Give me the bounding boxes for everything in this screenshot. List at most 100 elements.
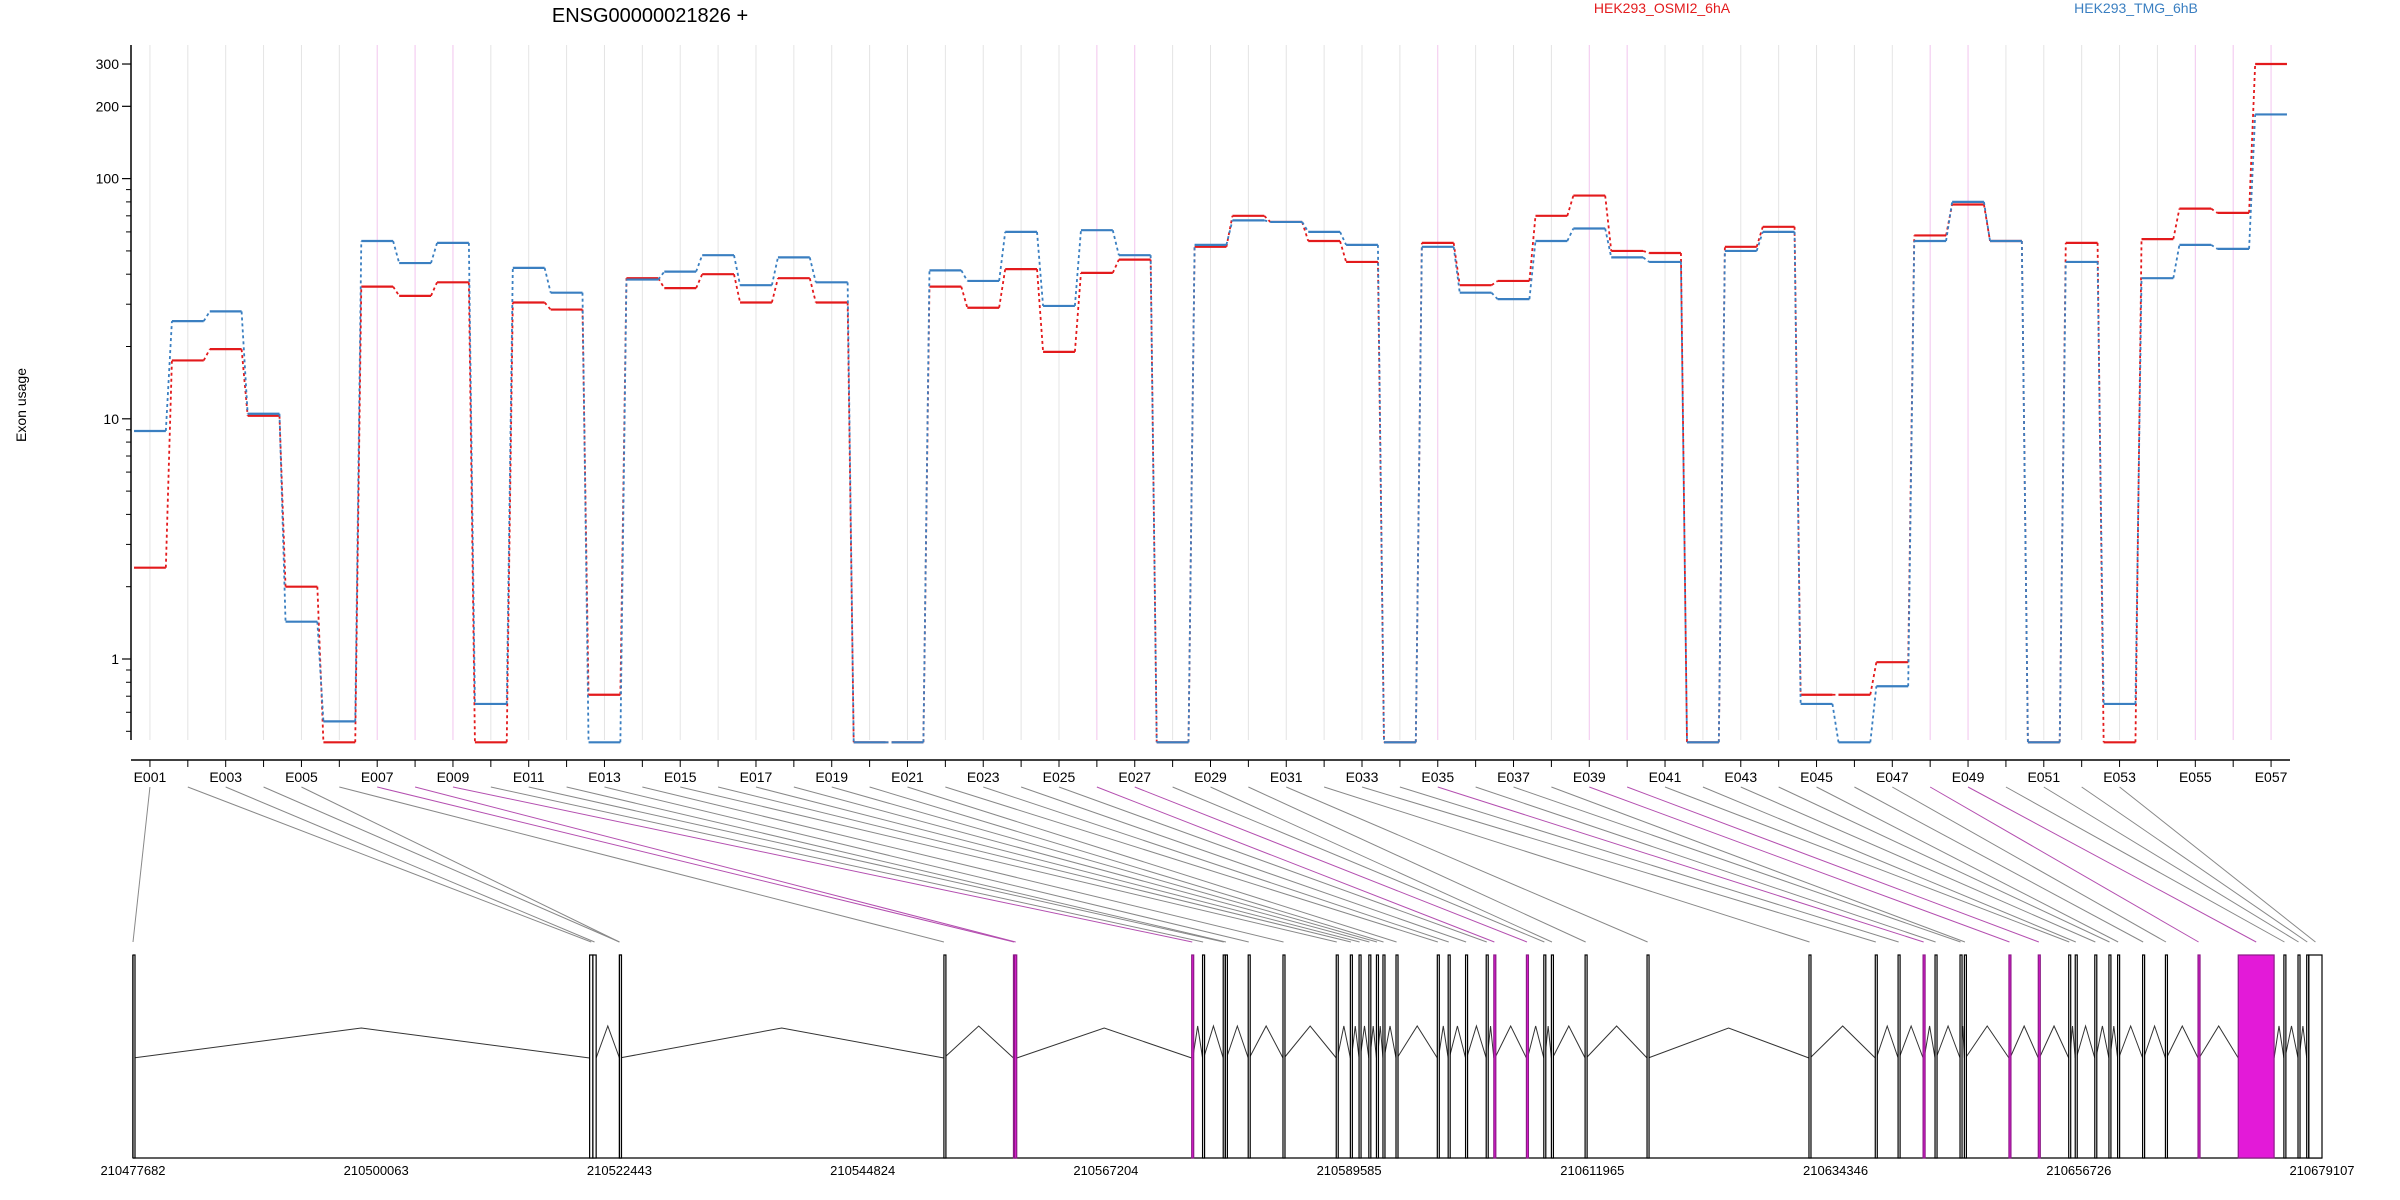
series-connector (1263, 215, 1271, 223)
series-connector (998, 268, 1007, 308)
exon-connector (1248, 786, 1586, 943)
series-connector (1528, 215, 1537, 282)
exon-box (2117, 954, 2121, 1159)
exon-box (2308, 954, 2323, 1159)
series-connector (543, 267, 552, 293)
intron-line (2273, 1025, 2285, 1059)
series-connector (202, 310, 211, 322)
series-connector (808, 277, 817, 303)
intron-line (2166, 1024, 2199, 1059)
series-connector (1377, 244, 1385, 743)
exon-label: E045 (1800, 769, 1833, 785)
exon-connector (604, 786, 1249, 943)
exon-box (1934, 954, 1938, 1159)
exon-label: E025 (1043, 769, 1076, 785)
exon-box (1485, 954, 1489, 1159)
exon-connector (755, 786, 1360, 943)
gene-model (132, 954, 2323, 1159)
genomic-coordinate-label: 210679107 (2289, 1163, 2354, 1178)
intron-line (2095, 1025, 2110, 1059)
series-connector (202, 348, 211, 361)
exon-connector (831, 786, 1378, 943)
exon-label: E041 (1649, 769, 1682, 785)
exon-connector (1475, 786, 1936, 943)
exon-label: E005 (285, 769, 318, 785)
exon-box (1808, 954, 1812, 1159)
series-connector (619, 279, 628, 743)
intron-line (1494, 1024, 1527, 1059)
exon-label: E051 (2027, 769, 2060, 785)
exon-box (1464, 954, 1469, 1159)
exon-connector (1816, 786, 2119, 943)
series-connector (1566, 195, 1575, 217)
series-connector (733, 255, 741, 286)
series-connector (1225, 220, 1234, 246)
exon-label: E031 (1270, 769, 1303, 785)
intron-line (132, 1027, 590, 1059)
exon-connector (1361, 786, 1876, 943)
series-connector (392, 240, 401, 264)
exon-label: E043 (1724, 769, 1757, 785)
exon-connector (642, 786, 1284, 943)
exon-connector (680, 786, 1337, 943)
series-connector (1301, 221, 1309, 233)
exon-box (1282, 954, 1286, 1159)
series-connector (430, 242, 438, 264)
exon-box (1368, 954, 1372, 1159)
series-connector (771, 257, 779, 286)
exon-box (1447, 954, 1451, 1159)
intron-line (1437, 1025, 1449, 1059)
exon-connector (452, 786, 1193, 943)
exon-box (2297, 954, 2301, 1159)
exon-label: E029 (1194, 769, 1227, 785)
genomic-coordinate-label: 210611965 (1560, 1163, 1624, 1178)
intron-line (1225, 1024, 1249, 1059)
intron-line (1527, 1025, 1545, 1059)
exon-label: E003 (209, 769, 242, 785)
exon-box (1191, 954, 1195, 1159)
genomic-coordinate-label: 210567204 (1073, 1163, 1138, 1178)
exon-box (1922, 954, 1926, 1159)
exon-label: E019 (815, 769, 848, 785)
exon-connector (1286, 786, 1648, 943)
exon-label: E013 (588, 769, 621, 785)
exon-box (1646, 954, 1650, 1159)
intron-line (1965, 1025, 2010, 1059)
y-tick-label: 300 (96, 56, 120, 72)
series-connector (316, 586, 325, 743)
series-connector (1604, 228, 1613, 258)
series-connector (1983, 201, 1991, 242)
exon-connector (1134, 786, 1528, 943)
exon-connector (2081, 786, 2308, 943)
intron-line (595, 1024, 620, 1059)
exon-box (2008, 954, 2012, 1159)
intron-line (2075, 1024, 2096, 1059)
intron-line (2284, 1025, 2299, 1059)
series-connector (316, 621, 325, 722)
series-connector (1111, 259, 1120, 274)
series-connector (657, 277, 666, 289)
exon-box (943, 954, 947, 1159)
series-connector (733, 274, 741, 303)
exon-connector (1513, 786, 1961, 943)
series-connector (2210, 207, 2218, 214)
exon-connector (1058, 786, 1487, 943)
exon-connector (1323, 786, 1810, 943)
exon-label: E023 (967, 769, 1000, 785)
exon-connector (793, 786, 1370, 943)
series-connector (2172, 244, 2181, 279)
exon-connector (1626, 786, 2039, 943)
intron-line (1248, 1024, 1284, 1059)
intron-line (1875, 1024, 1899, 1059)
y-tick-label: 200 (96, 98, 120, 114)
series-connector (846, 282, 855, 743)
exon-box (2237, 954, 2275, 1159)
genomic-coordinate-label: 210589585 (1317, 1163, 1382, 1178)
series-connector (1869, 662, 1878, 695)
axes: 1 10 100 200 300 E001 E003 E005 E007 E009 E011 E013… (96, 45, 2290, 785)
exon-connector (1664, 786, 2070, 943)
exon-connector (1892, 786, 2167, 943)
exon-connector (1929, 786, 2199, 943)
series-connector (1452, 242, 1461, 286)
